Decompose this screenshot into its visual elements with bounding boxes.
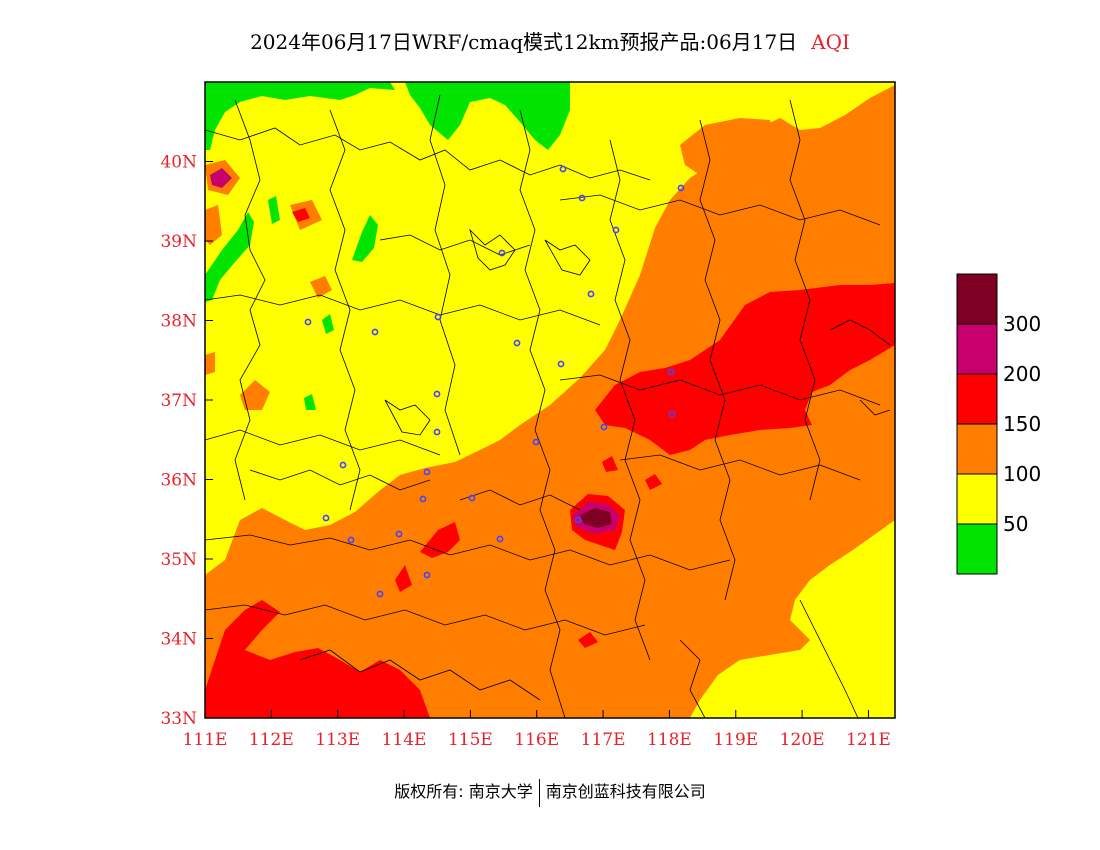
city-marker bbox=[498, 249, 506, 257]
city-marker bbox=[304, 318, 312, 326]
aqi-legend: 300 200 150 100 50 bbox=[956, 273, 1041, 575]
lat-tick-label: 39N bbox=[160, 232, 197, 252]
legend-swatch bbox=[956, 473, 998, 525]
city-marker bbox=[559, 165, 567, 173]
lon-tick-label: 112E bbox=[249, 730, 294, 750]
city-markers bbox=[304, 165, 685, 598]
zone-good-west-b bbox=[352, 215, 378, 262]
lat-tick-label: 38N bbox=[160, 312, 197, 332]
zone-good-west-e bbox=[304, 394, 316, 410]
footer-separator bbox=[538, 778, 540, 807]
legend-swatch bbox=[956, 523, 998, 575]
lon-tick-label: 119E bbox=[713, 730, 758, 750]
zone-usg-west-b bbox=[205, 352, 215, 375]
lat-tick-label: 35N bbox=[160, 550, 197, 570]
city-marker bbox=[339, 461, 347, 469]
legend-swatch bbox=[956, 273, 998, 325]
zone-usg-main bbox=[205, 85, 895, 718]
zone-good-west-c bbox=[268, 196, 280, 224]
city-marker bbox=[612, 226, 620, 234]
lon-tick-label: 111E bbox=[183, 730, 228, 750]
zone-good-north-b bbox=[405, 82, 570, 150]
zone-very-unhealthy-northwest bbox=[210, 168, 232, 188]
city-marker bbox=[419, 495, 427, 503]
lon-tick-label: 113E bbox=[315, 730, 360, 750]
zone-unhealthy-d bbox=[645, 474, 662, 490]
map-title: 2024年06月17日WRF/cmaq模式12km预报产品:06月17日 AQI bbox=[0, 26, 1100, 55]
zone-good-west-d bbox=[322, 314, 334, 334]
zone-usg-north-a bbox=[680, 118, 775, 175]
aqi-field bbox=[205, 82, 895, 718]
legend-label: 300 bbox=[1003, 312, 1041, 336]
lat-tick-label: 34N bbox=[160, 630, 197, 650]
city-marker bbox=[557, 360, 565, 368]
zone-unhealthy-e bbox=[602, 456, 618, 472]
legend-label: 50 bbox=[1003, 512, 1028, 536]
lon-tick-label: 117E bbox=[581, 730, 626, 750]
lon-tick-label: 121E bbox=[846, 730, 891, 750]
lon-tick-label: 116E bbox=[514, 730, 559, 750]
zone-usg-west-c bbox=[310, 276, 332, 298]
city-marker bbox=[395, 530, 403, 538]
city-marker bbox=[433, 390, 441, 398]
city-marker bbox=[434, 313, 442, 321]
lat-tick-label: 36N bbox=[160, 471, 197, 491]
legend-swatch bbox=[956, 423, 998, 475]
city-marker bbox=[668, 410, 676, 418]
city-marker bbox=[574, 516, 582, 524]
city-marker bbox=[423, 468, 431, 476]
zone-unhealthy-northwest bbox=[292, 208, 310, 222]
lat-tick-label: 40N bbox=[160, 153, 197, 173]
lon-tick-label: 114E bbox=[382, 730, 427, 750]
lat-axis: 40N 39N 38N 37N 36N 35N 34N 33N bbox=[160, 153, 213, 729]
city-marker bbox=[347, 536, 355, 544]
zone-unhealthy-southwest bbox=[205, 600, 430, 718]
copyright-footer: 版权所有: 南京大学 南京创蓝科技有限公司 bbox=[0, 778, 1100, 807]
title-variable: AQI bbox=[811, 30, 850, 54]
lon-tick-label: 115E bbox=[448, 730, 493, 750]
city-marker bbox=[513, 339, 521, 347]
city-marker bbox=[600, 423, 608, 431]
city-marker bbox=[322, 514, 330, 522]
zone-moderate-southeast bbox=[795, 520, 895, 718]
zone-usg-west-a bbox=[240, 380, 270, 410]
city-marker bbox=[667, 368, 675, 376]
zone-unhealthy-b bbox=[395, 565, 412, 592]
city-marker bbox=[496, 535, 504, 543]
footer-left: 版权所有: 南京大学 bbox=[394, 782, 533, 801]
city-marker bbox=[468, 494, 476, 502]
title-main: 2024年06月17日WRF/cmaq模式12km预报产品:06月17日 bbox=[250, 30, 798, 54]
admin-boundaries bbox=[205, 94, 891, 718]
city-marker bbox=[376, 590, 384, 598]
zone-hazardous bbox=[580, 508, 612, 528]
lat-tick-label: 33N bbox=[160, 709, 197, 729]
zone-moderate-south bbox=[690, 650, 855, 718]
city-marker bbox=[423, 571, 431, 579]
city-marker bbox=[371, 328, 379, 336]
zone-unhealthy-henan bbox=[420, 522, 460, 558]
zone-unhealthy-c bbox=[578, 632, 598, 648]
lon-axis: 111E 112E 113E 114E 115E 116E 117E 118E 119E 120E… bbox=[183, 710, 891, 750]
legend-swatch bbox=[956, 323, 998, 375]
zone-good-north bbox=[205, 82, 395, 150]
zone-good-west-a bbox=[205, 212, 254, 302]
legend-label: 200 bbox=[1003, 362, 1041, 386]
footer-right: 南京创蓝科技有限公司 bbox=[545, 782, 706, 801]
zone-usg-west-d bbox=[205, 205, 222, 245]
legend-label: 100 bbox=[1003, 462, 1041, 486]
city-marker bbox=[587, 290, 595, 298]
city-marker bbox=[677, 184, 685, 192]
lon-tick-label: 120E bbox=[780, 730, 825, 750]
lat-tick-label: 37N bbox=[160, 391, 197, 411]
city-marker bbox=[433, 428, 441, 436]
legend-label: 150 bbox=[1003, 412, 1041, 436]
city-marker bbox=[578, 194, 586, 202]
lon-tick-label: 118E bbox=[647, 730, 692, 750]
legend-swatch bbox=[956, 373, 998, 425]
city-marker bbox=[532, 438, 540, 446]
